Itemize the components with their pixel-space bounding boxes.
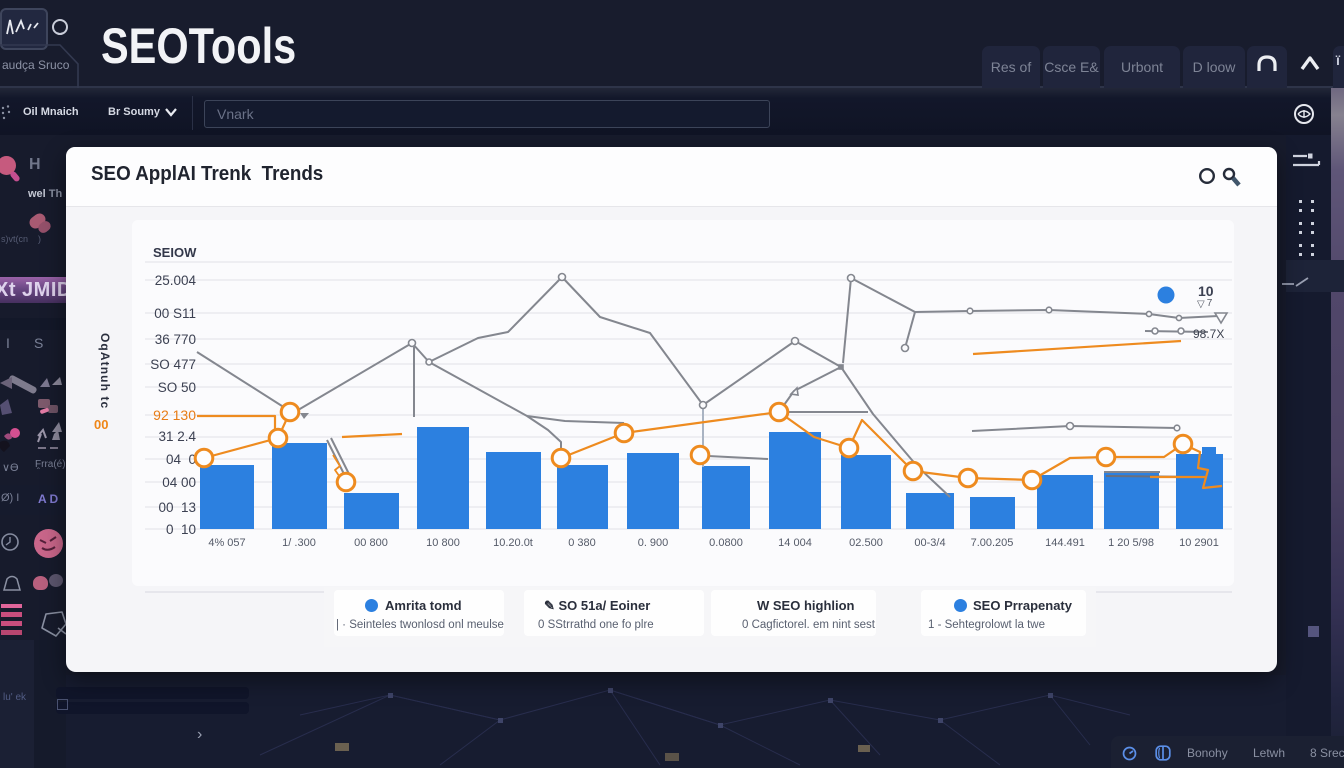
svg-text:10: 10 xyxy=(1198,283,1214,299)
svg-text:98.7X: 98.7X xyxy=(1193,327,1224,341)
svg-text:SO 50: SO 50 xyxy=(158,380,196,395)
svg-text:04 0: 04 0 xyxy=(166,452,196,467)
svg-text:4% 057: 4% 057 xyxy=(208,537,245,549)
svg-text:SEIOW: SEIOW xyxy=(153,245,197,260)
svg-text:10 800: 10 800 xyxy=(426,537,460,549)
svg-text:7.00.205: 7.00.205 xyxy=(971,537,1014,549)
svg-text:14 004: 14 004 xyxy=(778,537,812,549)
svg-text:02.500: 02.500 xyxy=(849,537,883,549)
svg-text:SO 477: SO 477 xyxy=(150,357,196,372)
svg-text:00 800: 00 800 xyxy=(354,537,388,549)
svg-text:92 130: 92 130 xyxy=(153,407,196,423)
svg-text:0.0800: 0.0800 xyxy=(709,537,743,549)
svg-text:31 2.4: 31 2.4 xyxy=(158,429,196,444)
svg-text:25.004: 25.004 xyxy=(155,273,197,288)
svg-text:00 S11: 00 S11 xyxy=(154,306,196,321)
svg-text:1 20 5/98: 1 20 5/98 xyxy=(1108,537,1154,549)
svg-text:00 13: 00 13 xyxy=(158,500,196,515)
svg-text:1/ .300: 1/ .300 xyxy=(282,537,316,549)
svg-text:OqAtnuh tc: OqAtnuh tc xyxy=(98,333,112,409)
svg-text:0 10: 0 10 xyxy=(166,522,196,537)
svg-text:144.491: 144.491 xyxy=(1045,537,1085,549)
svg-text:36 770: 36 770 xyxy=(155,332,196,347)
svg-text:0 380: 0 380 xyxy=(568,537,596,549)
svg-text:0. 900: 0. 900 xyxy=(638,537,669,549)
svg-text:10 2901: 10 2901 xyxy=(1179,537,1219,549)
svg-text:00-3/4: 00-3/4 xyxy=(914,537,945,549)
svg-text:04 00: 04 00 xyxy=(162,475,196,490)
svg-text:00: 00 xyxy=(94,417,108,432)
svg-text:10.20.0t: 10.20.0t xyxy=(493,537,533,549)
